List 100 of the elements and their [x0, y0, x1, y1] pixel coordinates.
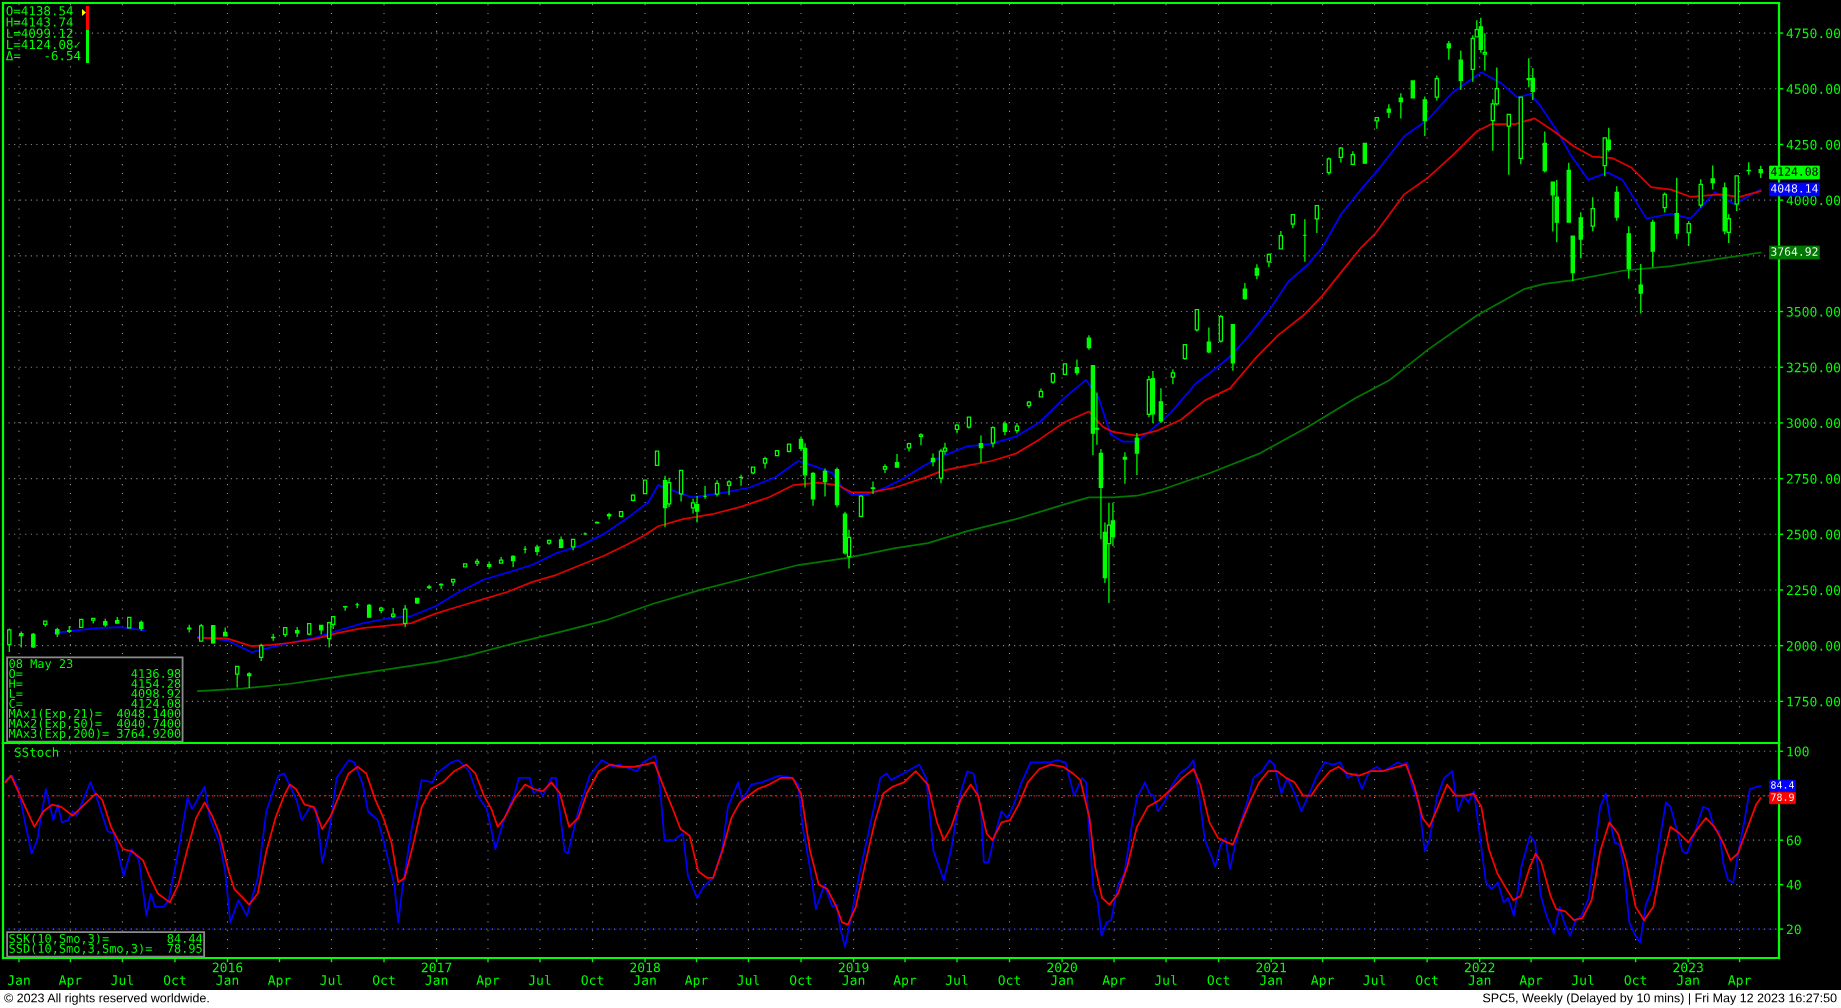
candlestick — [1554, 179, 1560, 243]
candlestick — [1314, 204, 1320, 234]
candlestick — [1326, 156, 1332, 176]
candlestick — [1086, 334, 1092, 351]
y-tick-label: 3500.00 — [1786, 306, 1841, 317]
x-tick-label: Jul — [528, 974, 551, 986]
candlestick — [1734, 175, 1739, 212]
annotation: O=4138.54 H=4143.74 L=4099.12 L=4124.08✓ Δ= -6.54 — [6, 6, 81, 61]
chart-title: SStoch — [14, 747, 59, 757]
candlestick — [1254, 263, 1260, 280]
y-tick-label: 3250.00 — [1786, 362, 1841, 373]
candlestick — [43, 620, 48, 628]
x-tick-label: 2020 Jan — [1047, 962, 1077, 986]
candlestick — [1338, 146, 1344, 164]
candlestick — [1746, 161, 1751, 176]
candlestick — [594, 520, 600, 525]
candlestick — [1182, 343, 1188, 361]
candlestick — [534, 544, 540, 557]
x-tick-label: 2019 Jan — [838, 962, 869, 986]
candlestick — [1614, 185, 1619, 222]
candlestick — [558, 535, 564, 549]
y-tick-label: 60 — [1786, 835, 1801, 846]
candlestick — [7, 627, 12, 653]
candlestick — [1026, 400, 1032, 409]
candlestick — [414, 597, 420, 605]
candlestick — [67, 625, 72, 634]
candlestick — [1386, 103, 1392, 119]
y-tick-label: 40 — [1786, 879, 1801, 890]
candlestick — [210, 624, 216, 645]
candlestick — [570, 538, 576, 551]
candlestick — [894, 453, 900, 469]
x-tick-label: Jan — [7, 975, 30, 986]
candlestick — [1434, 74, 1440, 102]
y-tick-label: 20 — [1786, 924, 1801, 935]
candlestick — [222, 626, 228, 637]
candlestick — [882, 463, 888, 474]
y-tick-label: 100 — [1787, 746, 1809, 757]
y-tick-label: 4750.00 — [1786, 28, 1841, 39]
x-tick-label: 2023 Jan — [1673, 962, 1703, 986]
candlestick — [1194, 308, 1200, 333]
candlestick — [694, 495, 700, 524]
candlestick — [714, 479, 720, 498]
x-tick-label: Jul — [945, 974, 968, 986]
candlestick — [546, 538, 552, 546]
candlestick — [91, 617, 96, 625]
x-tick-label: Oct — [372, 975, 395, 986]
candlestick — [870, 480, 876, 495]
candlestick — [834, 466, 840, 508]
candlestick — [1350, 150, 1356, 166]
candlestick — [1458, 49, 1464, 91]
candlestick — [1002, 420, 1008, 436]
candlestick — [990, 425, 996, 448]
candlestick — [978, 434, 984, 464]
candlestick — [1150, 370, 1156, 424]
data-label: 4048.14 — [1771, 184, 1818, 193]
candlestick — [678, 469, 684, 503]
candlestick — [450, 578, 456, 587]
candlestick — [1506, 113, 1512, 176]
candlestick — [1698, 178, 1703, 209]
candlestick — [1542, 130, 1548, 174]
candlestick — [1362, 142, 1368, 165]
candlestick — [103, 618, 108, 628]
candlestick — [642, 479, 648, 495]
x-tick-label: Jul — [1363, 974, 1386, 986]
candlestick — [1050, 371, 1056, 385]
candlestick — [1398, 92, 1404, 120]
candlestick — [726, 479, 732, 496]
candlestick — [187, 624, 192, 634]
x-tick-label: Jul — [111, 974, 133, 986]
candlestick — [662, 475, 668, 528]
x-tick-label: 2016 Jan — [212, 962, 243, 986]
y-tick-label: 4500.00 — [1786, 84, 1841, 94]
candlestick — [342, 605, 348, 612]
candlestick — [294, 626, 300, 638]
text: © 2023 All rights reserved worldwide. — [4, 993, 209, 1005]
x-tick-label: Apr — [1728, 975, 1751, 988]
x-tick-label: Jul — [1571, 974, 1594, 986]
candlestick — [858, 494, 864, 518]
candlestick — [474, 558, 480, 567]
candlestick — [1422, 95, 1428, 137]
y-tick-label: 2750.00 — [1786, 473, 1841, 484]
x-tick-label: Jul — [737, 974, 759, 986]
candlestick — [1266, 252, 1272, 268]
annotation: SSK(10,Smo,3)= 84.44 SSD(10,Smo,3,Smo,3)= 78.95 — [9, 933, 203, 955]
candlestick — [738, 474, 744, 487]
candlestick — [966, 416, 972, 430]
candlestick — [1106, 502, 1112, 604]
candlestick — [918, 432, 924, 446]
x-tick-label: Apr — [58, 975, 82, 988]
candlestick — [1686, 220, 1691, 247]
candlestick — [258, 643, 264, 662]
line-series — [196, 117, 1762, 647]
candlestick — [1758, 165, 1763, 179]
candlestick — [1578, 211, 1584, 259]
x-tick-label: Oct — [1416, 975, 1438, 986]
candlestick — [115, 616, 120, 625]
x-tick-label: Jul — [320, 974, 342, 986]
x-tick-label: Oct — [1207, 975, 1230, 986]
candlestick — [19, 630, 24, 649]
candlestick — [1218, 314, 1224, 344]
